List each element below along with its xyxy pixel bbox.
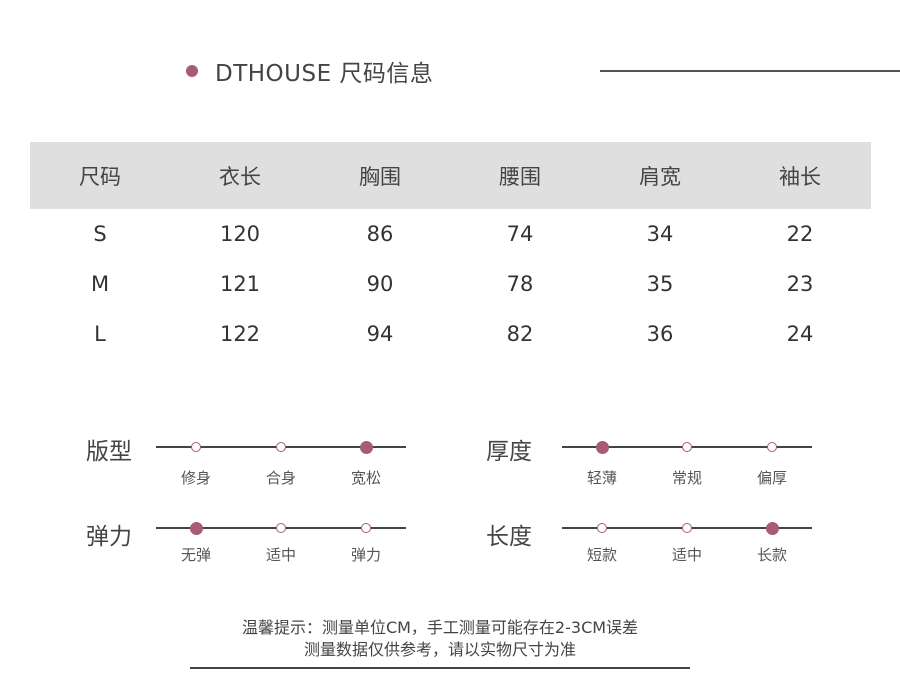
attr-length-option: 短款 <box>586 546 618 564</box>
attr-elasticity-option: 无弹 <box>180 546 212 564</box>
attr-length-label: 长度 <box>486 524 532 550</box>
attr-length-marker-2 <box>765 521 779 535</box>
attr-thickness-marker-1 <box>682 442 692 452</box>
table-row: M 121 90 78 35 23 <box>30 259 871 309</box>
attr-fit-marker-2 <box>359 440 373 454</box>
attr-fit-marker-0 <box>191 442 201 452</box>
attr-length-option: 长款 <box>756 546 788 564</box>
attr-length-option: 适中 <box>671 546 703 564</box>
attr-elasticity-option: 适中 <box>265 546 297 564</box>
attr-thickness-marker-0 <box>595 440 609 454</box>
header-divider <box>600 70 900 72</box>
table-cell: 90 <box>366 272 394 296</box>
page-title: DTHOUSE 尺码信息 <box>215 61 434 87</box>
measurement-note-line1: 温馨提示：测量单位CM，手工测量可能存在2-3CM误差 <box>241 618 639 637</box>
table-row: S 120 86 74 34 22 <box>30 209 871 259</box>
table-cell: 120 <box>219 222 261 246</box>
table-cell: 122 <box>219 322 261 346</box>
column-header: 腰围 <box>499 164 541 189</box>
attr-elasticity-option: 弹力 <box>350 546 382 564</box>
attr-elasticity-marker-2 <box>361 523 371 533</box>
table-cell: S <box>93 222 107 246</box>
attr-length-marker-1 <box>682 523 692 533</box>
column-header: 胸围 <box>359 164 401 189</box>
attr-fit-option: 合身 <box>265 469 297 487</box>
attr-fit-option: 宽松 <box>350 469 382 487</box>
table-cell: 24 <box>786 322 814 346</box>
attr-fit-option: 修身 <box>180 469 212 487</box>
table-cell: L <box>94 322 106 346</box>
attr-thickness-option: 轻薄 <box>586 469 618 487</box>
page-header: DTHOUSE 尺码信息 <box>186 56 434 87</box>
table-cell: M <box>90 272 110 296</box>
attr-thickness-option: 常规 <box>671 469 703 487</box>
table-cell: 82 <box>506 322 534 346</box>
table-cell: 34 <box>646 222 674 246</box>
attr-elasticity-label: 弹力 <box>86 524 132 550</box>
attr-fit-marker-1 <box>276 442 286 452</box>
table-header-row: 尺码 衣长 胸围 腰围 肩宽 袖长 <box>30 142 871 209</box>
table-cell: 36 <box>646 322 674 346</box>
attr-elasticity-marker-0 <box>189 521 203 535</box>
table-cell: 74 <box>506 222 534 246</box>
column-header: 尺码 <box>79 164 121 189</box>
attr-fit-label: 版型 <box>86 439 132 465</box>
table-cell: 35 <box>646 272 674 296</box>
column-header: 肩宽 <box>639 164 681 189</box>
bullet-dot-icon <box>186 65 198 77</box>
table-cell: 78 <box>506 272 534 296</box>
column-header: 袖长 <box>779 164 821 189</box>
size-table: 尺码 衣长 胸围 腰围 肩宽 袖长 S 120 86 74 34 22 M 12… <box>30 142 871 359</box>
attr-elasticity-marker-1 <box>276 523 286 533</box>
table-cell: 22 <box>786 222 814 246</box>
table-row: L 122 94 82 36 24 <box>30 309 871 359</box>
table-cell: 121 <box>219 272 261 296</box>
attr-thickness-marker-2 <box>767 442 777 452</box>
footer-divider <box>190 667 690 669</box>
attr-thickness-option: 偏厚 <box>756 469 788 487</box>
attr-length-marker-0 <box>597 523 607 533</box>
table-cell: 86 <box>366 222 394 246</box>
measurement-note-line2: 测量数据仅供参考，请以实物尺寸为准 <box>303 640 576 659</box>
attr-thickness-label: 厚度 <box>486 439 532 465</box>
table-cell: 23 <box>786 272 814 296</box>
column-header: 衣长 <box>219 164 261 189</box>
table-cell: 94 <box>366 322 394 346</box>
